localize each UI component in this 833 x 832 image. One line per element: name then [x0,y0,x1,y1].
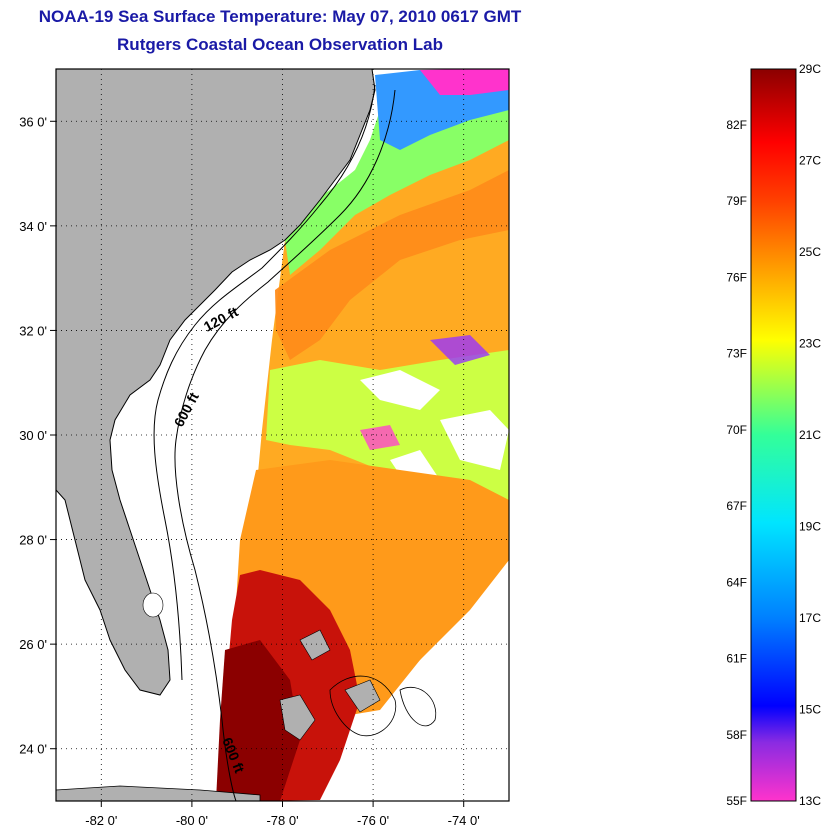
colorbar-celsius-label: 21C [799,428,821,442]
lat-tick-label: 28 0' [19,533,47,548]
sst-gulf-stream-core [216,640,300,801]
colorbar [750,68,797,802]
colorbar-fahrenheit-label: 55F [726,794,747,808]
colorbar-celsius-labels: 29C 27C 25C 23C 21C 19C 17C 15C 13C [799,62,821,808]
contour-bahamas [329,675,397,737]
lat-tick-label: 36 0' [19,114,47,129]
land-southeast-us [56,69,376,696]
colorbar-fahrenheit-label: 82F [726,118,747,132]
colorbar-fahrenheit-label: 70F [726,423,747,437]
colorbar-celsius-label: 23C [799,337,821,351]
colorbar-celsius-label: 15C [799,703,821,717]
colorbar-fahrenheit-label: 79F [726,194,747,208]
lon-tick-label: -76 0' [357,813,389,828]
cloud-gap-1 [360,370,440,410]
colorbar-celsius-label: 27C [799,154,821,168]
lat-tick-label: 24 0' [19,742,47,757]
graticule [56,69,509,801]
colorbar-celsius-label: 25C [799,245,821,259]
colorbar-fahrenheit-label: 58F [726,728,747,742]
colorbar-celsius-label: 29C [799,62,821,76]
bahamas-island-1 [279,694,316,741]
map-plot [56,69,509,801]
colorbar-fahrenheit-labels: 82F 79F 76F 73F 70F 67F 64F 61F 58F 55F [726,118,747,808]
colorbar-fahrenheit-label: 76F [726,270,747,284]
cloud-gap-2 [440,410,509,470]
sst-warm-filament [275,170,509,360]
colorbar-fahrenheit-label: 67F [726,499,747,513]
contour-120ft [153,84,376,681]
lat-tick-label: 30 0' [19,428,47,443]
sst-cold-patch [420,69,509,95]
colorbar-fahrenheit-label: 64F [726,575,747,589]
lon-tick-label: -80 0' [176,813,208,828]
colorbar-celsius-label: 19C [799,520,821,534]
colorbar-celsius-label: 17C [799,611,821,625]
map-title: NOAA-19 Sea Surface Temperature: May 07,… [38,7,522,26]
colorbar-fahrenheit-label: 61F [726,652,747,666]
lat-tick-label: 26 0' [19,637,47,652]
cuba-coast [56,785,261,801]
latitude-axis: 24 0' 26 0' 28 0' 30 0' 32 0' 34 0' 36 0' [19,114,56,757]
bahamas-island-3 [344,679,381,713]
map-subtitle: Rutgers Coastal Ocean Observation Lab [117,35,443,54]
bahamas-island-2 [299,629,331,661]
lon-tick-label: -82 0' [85,813,117,828]
longitude-axis: -82 0' -80 0' -78 0' -76 0' -74 0' [85,801,480,828]
contour-600ft [174,89,396,801]
lake-okeechobee [142,592,164,618]
lon-tick-label: -78 0' [266,813,298,828]
lon-tick-label: -74 0' [448,813,480,828]
colorbar-fahrenheit-label: 73F [726,347,747,361]
cold-cloud-edge-2 [360,425,400,450]
cold-cloud-edge-1 [430,335,490,365]
colorbar-celsius-label: 13C [799,794,821,808]
lat-tick-label: 32 0' [19,323,47,338]
contour-bahamas-2 [399,687,437,727]
lat-tick-label: 34 0' [19,219,47,234]
